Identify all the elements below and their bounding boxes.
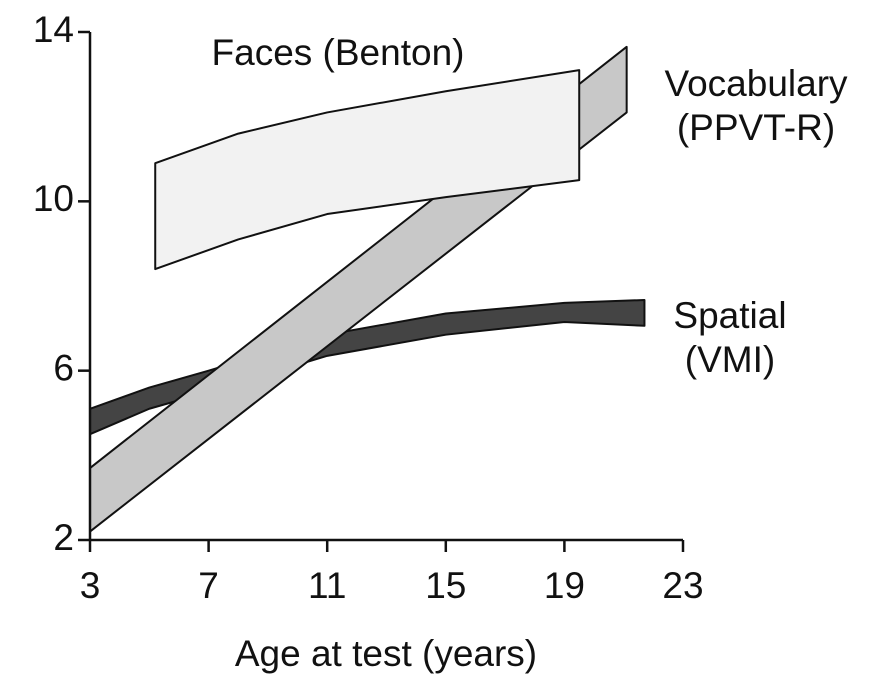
series-label: Faces (Benton) bbox=[212, 32, 465, 73]
x-tick-label: 11 bbox=[308, 565, 346, 606]
y-tick-label: 6 bbox=[53, 347, 74, 388]
y-tick-label: 10 bbox=[33, 178, 74, 219]
y-tick-label: 14 bbox=[33, 9, 74, 50]
series-note: (VMI) bbox=[685, 339, 775, 380]
x-tick-label: 3 bbox=[80, 565, 101, 606]
band bbox=[154, 69, 581, 271]
series-label: Spatial bbox=[673, 295, 786, 336]
y-tick-label: 2 bbox=[53, 517, 74, 558]
x-tick-label: 19 bbox=[544, 565, 585, 606]
x-tick-label: 15 bbox=[425, 565, 466, 606]
x-tick-label: 23 bbox=[662, 565, 703, 606]
series-label: Vocabulary bbox=[664, 63, 848, 104]
x-tick-label: 7 bbox=[198, 565, 219, 606]
x-axis-label: Age at test (years) bbox=[235, 633, 537, 674]
series-note: (PPVT-R) bbox=[677, 107, 835, 148]
